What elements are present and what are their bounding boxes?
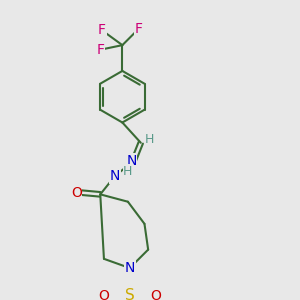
Text: F: F — [98, 23, 106, 38]
Text: F: F — [96, 43, 104, 57]
Text: O: O — [150, 289, 161, 300]
Text: O: O — [71, 185, 82, 200]
Text: O: O — [98, 289, 110, 300]
Text: F: F — [135, 22, 143, 36]
Text: N: N — [110, 169, 120, 183]
Text: N: N — [126, 154, 137, 168]
Text: S: S — [125, 288, 135, 300]
Text: H: H — [144, 133, 154, 146]
Text: H: H — [123, 165, 133, 178]
Text: N: N — [124, 261, 135, 275]
